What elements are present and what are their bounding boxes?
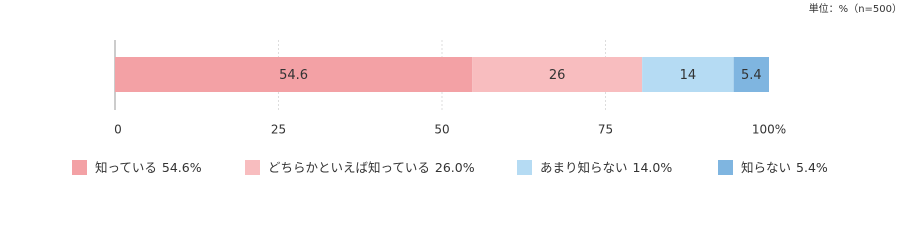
bar-segment: [733, 57, 769, 92]
bar-segment: [472, 57, 643, 92]
legend-swatch: [718, 160, 733, 175]
unit-note: 単位：%（n=500）: [809, 2, 902, 15]
x-tick-label: 25: [271, 123, 286, 137]
legend-value: 14.0%: [633, 160, 673, 175]
legend-swatch: [72, 160, 87, 175]
legend-label: あまり知らない 14.0%: [540, 160, 672, 175]
chart: 単位：%（n=500） 0 25 50 75 100% 54.6 26 14 5.4 知っている 5…: [72, 2, 902, 175]
bar-segment: [642, 57, 734, 92]
legend-label: 知らない 5.4%: [741, 160, 828, 175]
data-label: 5.4: [741, 68, 762, 83]
legend-name: 知らない: [741, 160, 791, 175]
legend-swatch: [517, 160, 532, 175]
data-label: 14: [680, 68, 697, 83]
legend-label: どちらかといえば知っている 26.0%: [268, 160, 475, 175]
x-tick-label: 0: [114, 123, 122, 137]
legend-name: 知っている: [95, 160, 157, 175]
legend-swatch: [245, 160, 260, 175]
bar-segment: [115, 57, 473, 92]
legend-value: 5.4%: [796, 160, 828, 175]
x-tick-label: 100%: [752, 123, 786, 137]
data-label: 26: [549, 68, 566, 83]
data-label: 54.6: [279, 68, 308, 83]
legend-value: 26.0%: [435, 160, 475, 175]
legend-label: 知っている 54.6%: [95, 160, 202, 175]
x-tick-label: 75: [598, 123, 613, 137]
legend-name: どちらかといえば知っている: [268, 160, 430, 175]
page: 単位：%（n=500） 0 25 50 75 100% 54.6 26 14 5.4 知っている 5…: [72, 2, 902, 175]
x-tick-label: 50: [434, 123, 449, 137]
legend-value: 54.6%: [162, 160, 202, 175]
legend-name: あまり知らない: [540, 160, 628, 175]
